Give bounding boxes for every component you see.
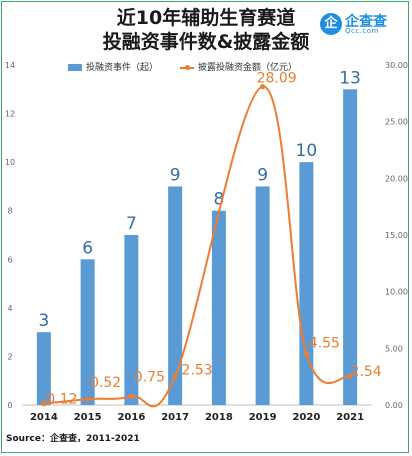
- line-data-label: 0.75: [134, 370, 165, 386]
- y-left-tick-label: 12: [5, 110, 15, 119]
- qcc-logo: 企 企查查 Qcc.com: [320, 10, 400, 38]
- line-point: [41, 401, 47, 407]
- x-tick-label: 2019: [249, 412, 277, 423]
- y-right-tick-label: 0.00: [385, 401, 403, 410]
- line-point: [260, 84, 266, 90]
- line-data-label: 2.53: [182, 362, 213, 378]
- bar: [343, 89, 358, 406]
- bar-data-label: 13: [339, 68, 361, 88]
- legend-bar-swatch: [68, 64, 82, 71]
- x-tick-label: 2020: [292, 412, 320, 423]
- line-point: [172, 373, 178, 379]
- bar-data-label: 7: [126, 214, 137, 234]
- chart-title: 近10年辅助生育赛道 投融资事件数&披露金额: [0, 6, 412, 54]
- legend-item-line: 披露投融资金额（亿元）: [180, 60, 297, 73]
- bar: [255, 186, 270, 405]
- logo-icon: 企: [320, 13, 342, 35]
- title-line-2: 投融资事件数&披露金额: [102, 31, 310, 53]
- y-left-tick-label: 14: [5, 61, 15, 70]
- y-left-tick-label: 8: [7, 207, 12, 216]
- line-point: [128, 393, 134, 400]
- line-data-label: 2.54: [351, 364, 382, 380]
- y-right-tick-label: 10.00: [385, 288, 408, 297]
- bar-data-label: 10: [296, 141, 318, 161]
- line-series: [43, 85, 351, 408]
- x-tick-label: 2016: [117, 412, 145, 423]
- line-data-label: 0.52: [90, 375, 121, 391]
- x-tick-label: 2021: [336, 412, 364, 423]
- x-tick-label: 2018: [205, 412, 233, 423]
- y-left-tick-label: 4: [7, 304, 12, 313]
- y-right-tick-label: 15.00: [385, 231, 408, 240]
- x-tick-label: 2014: [30, 412, 58, 423]
- y-left-tick-label: 10: [5, 158, 15, 167]
- logo-subtitle: Qcc.com: [345, 27, 379, 35]
- bar: [211, 210, 226, 405]
- logo-name: 企查查: [345, 14, 387, 30]
- line-data-label: 0.12: [46, 392, 77, 408]
- x-tick-label: 2015: [74, 412, 102, 423]
- y-left-tick-label: 6: [7, 255, 12, 264]
- title-line-1: 近10年辅助生育赛道: [116, 7, 296, 29]
- legend-bar-label: 投融资事件（起）: [86, 63, 159, 73]
- bar: [168, 186, 183, 405]
- bar-data-label: 9: [170, 165, 181, 185]
- line-point: [347, 373, 353, 379]
- y-left-tick-label: 2: [7, 352, 12, 361]
- legend-line-label: 披露投融资金额（亿元）: [198, 63, 298, 73]
- line-point: [303, 350, 309, 357]
- source-note: Source：企查查，2011-2021: [6, 434, 140, 444]
- line-data-label: 28.09: [257, 71, 297, 87]
- bar: [299, 162, 314, 405]
- legend-item-bar: 投融资事件（起）: [68, 60, 158, 73]
- y-right-tick-label: 5.00: [385, 344, 403, 353]
- y-right-tick-label: 30.00: [385, 61, 408, 70]
- y-right-tick-label: 25.00: [385, 118, 408, 127]
- line-data-label: 4.55: [309, 335, 340, 351]
- bar: [36, 332, 51, 405]
- y-right-tick-label: 20.00: [385, 174, 408, 183]
- bar-data-label: 6: [82, 238, 93, 258]
- x-tick-label: 2017: [161, 412, 189, 423]
- chart-legend: 投融资事件（起） 披露投融资金额（亿元）: [0, 60, 412, 73]
- bar: [80, 259, 95, 405]
- bar-data-label: 3: [38, 311, 49, 331]
- bar: [124, 235, 139, 405]
- line-point: [85, 396, 91, 402]
- y-left-tick-label: 0: [7, 401, 12, 410]
- legend-line-swatch: [180, 64, 194, 70]
- bar-data-label: 8: [213, 190, 224, 210]
- bar-data-label: 9: [257, 165, 268, 185]
